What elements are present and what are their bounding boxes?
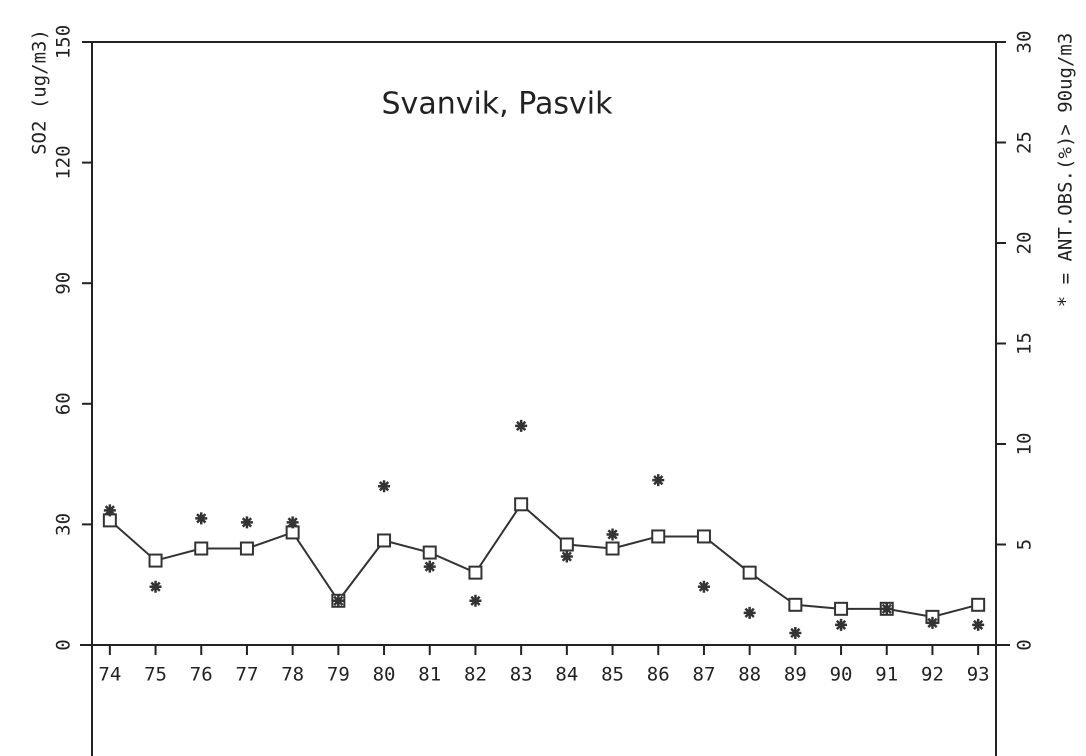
star-marker bbox=[332, 594, 345, 607]
chart-title: Svanvik, Pasvik bbox=[382, 87, 614, 122]
y-tick-label: 0 bbox=[53, 639, 75, 650]
y-axis-label: SO2 (ug/m3) bbox=[29, 29, 51, 155]
star-marker bbox=[515, 419, 528, 432]
x-tick-label: 75 bbox=[144, 664, 167, 686]
x-tick-label: 86 bbox=[647, 664, 670, 686]
y-tick-label: 150 bbox=[53, 25, 75, 59]
star-marker bbox=[560, 550, 573, 563]
star-marker bbox=[195, 512, 208, 525]
star-marker bbox=[103, 504, 116, 517]
x-tick-label: 81 bbox=[418, 664, 441, 686]
x-tick-label: 87 bbox=[693, 664, 716, 686]
y2-tick-label: 0 bbox=[1014, 639, 1036, 650]
square-marker bbox=[559, 537, 574, 552]
x-tick-label: 79 bbox=[327, 664, 350, 686]
y2-tick-label: 10 bbox=[1014, 433, 1036, 456]
x-tick-label: 82 bbox=[464, 664, 487, 686]
x-tick-label: 74 bbox=[98, 664, 121, 686]
y2-tick-label: 20 bbox=[1014, 232, 1036, 255]
square-marker bbox=[239, 541, 254, 556]
star-marker bbox=[423, 560, 436, 573]
star-marker bbox=[149, 580, 162, 593]
star-marker bbox=[880, 602, 893, 615]
square-marker bbox=[194, 541, 209, 556]
star-marker bbox=[469, 594, 482, 607]
square-marker bbox=[422, 545, 437, 560]
y2-axis-label: * = ANT.OBS.(%)> 90ug/m3 bbox=[1055, 33, 1077, 308]
x-tick-label: 77 bbox=[236, 664, 259, 686]
square-marker bbox=[651, 529, 666, 544]
square-marker bbox=[514, 497, 529, 512]
square-marker bbox=[605, 541, 620, 556]
star-marker bbox=[606, 528, 619, 541]
square-marker bbox=[971, 597, 986, 612]
x-tick-label: 92 bbox=[921, 664, 944, 686]
y2-tick-label: 15 bbox=[1014, 332, 1036, 355]
square-marker bbox=[377, 533, 392, 548]
star-marker bbox=[972, 618, 985, 631]
star-marker bbox=[697, 580, 710, 593]
star-marker bbox=[240, 516, 253, 529]
x-tick-label: 93 bbox=[967, 664, 990, 686]
x-tick-label: 85 bbox=[601, 664, 624, 686]
x-tick-label: 78 bbox=[281, 664, 304, 686]
square-marker bbox=[834, 601, 849, 616]
y-tick-label: 30 bbox=[53, 513, 75, 536]
y2-tick-label: 5 bbox=[1014, 539, 1036, 550]
star-marker bbox=[652, 474, 665, 487]
y-tick-label: 90 bbox=[53, 272, 75, 295]
square-marker bbox=[788, 597, 803, 612]
x-tick-label: 76 bbox=[190, 664, 213, 686]
y2-tick-label: 30 bbox=[1014, 31, 1036, 54]
x-tick-label: 89 bbox=[784, 664, 807, 686]
star-marker bbox=[835, 618, 848, 631]
square-marker bbox=[148, 553, 163, 568]
x-tick-label: 90 bbox=[830, 664, 853, 686]
y-tick-label: 60 bbox=[53, 392, 75, 415]
y2-tick-label: 25 bbox=[1014, 131, 1036, 154]
x-tick-label: 88 bbox=[738, 664, 761, 686]
series-line bbox=[109, 502, 979, 618]
x-tick-label: 83 bbox=[510, 664, 533, 686]
square-marker bbox=[468, 565, 483, 580]
square-marker bbox=[696, 529, 711, 544]
square-marker bbox=[742, 565, 757, 580]
star-marker bbox=[286, 516, 299, 529]
y-tick-label: 120 bbox=[53, 145, 75, 179]
star-marker bbox=[378, 480, 391, 493]
star-marker bbox=[743, 606, 756, 619]
x-tick-label: 91 bbox=[875, 664, 898, 686]
star-marker bbox=[926, 616, 939, 629]
star-marker bbox=[789, 626, 802, 639]
x-tick-label: 80 bbox=[373, 664, 396, 686]
x-tick-label: 84 bbox=[555, 664, 578, 686]
